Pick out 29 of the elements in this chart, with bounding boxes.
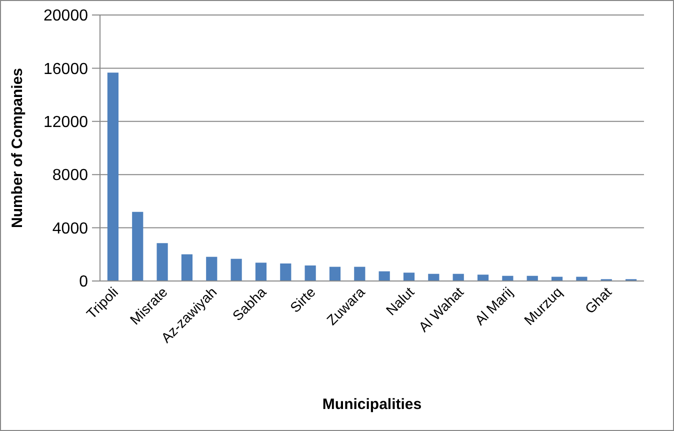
bar	[156, 243, 168, 280]
y-tick-label: 12000	[44, 114, 88, 131]
bar	[181, 254, 193, 280]
x-tick-label: Sirte	[286, 284, 319, 316]
bar	[428, 274, 440, 280]
y-axis-title: Number of Companies	[9, 68, 26, 228]
x-axis-title: Municipalities	[322, 396, 422, 413]
bar	[206, 256, 218, 280]
bar	[477, 274, 489, 280]
bar	[280, 263, 292, 280]
y-tick-label: 8000	[52, 167, 88, 184]
bar	[230, 258, 242, 280]
bar	[452, 274, 464, 280]
bar	[551, 276, 563, 280]
bar	[132, 212, 144, 280]
y-tick-label: 0	[79, 274, 88, 291]
bar	[304, 265, 316, 280]
y-tick-label: 4000	[52, 220, 88, 238]
bar	[378, 271, 390, 280]
bar	[576, 276, 588, 280]
y-tick-label: 16000	[44, 60, 88, 78]
bar	[526, 276, 538, 280]
y-tick-label: 20000	[44, 8, 88, 25]
bar	[329, 266, 341, 280]
bar	[403, 272, 415, 280]
bar	[354, 266, 366, 280]
bar	[255, 262, 267, 280]
bar	[107, 72, 119, 280]
bar	[502, 276, 514, 280]
